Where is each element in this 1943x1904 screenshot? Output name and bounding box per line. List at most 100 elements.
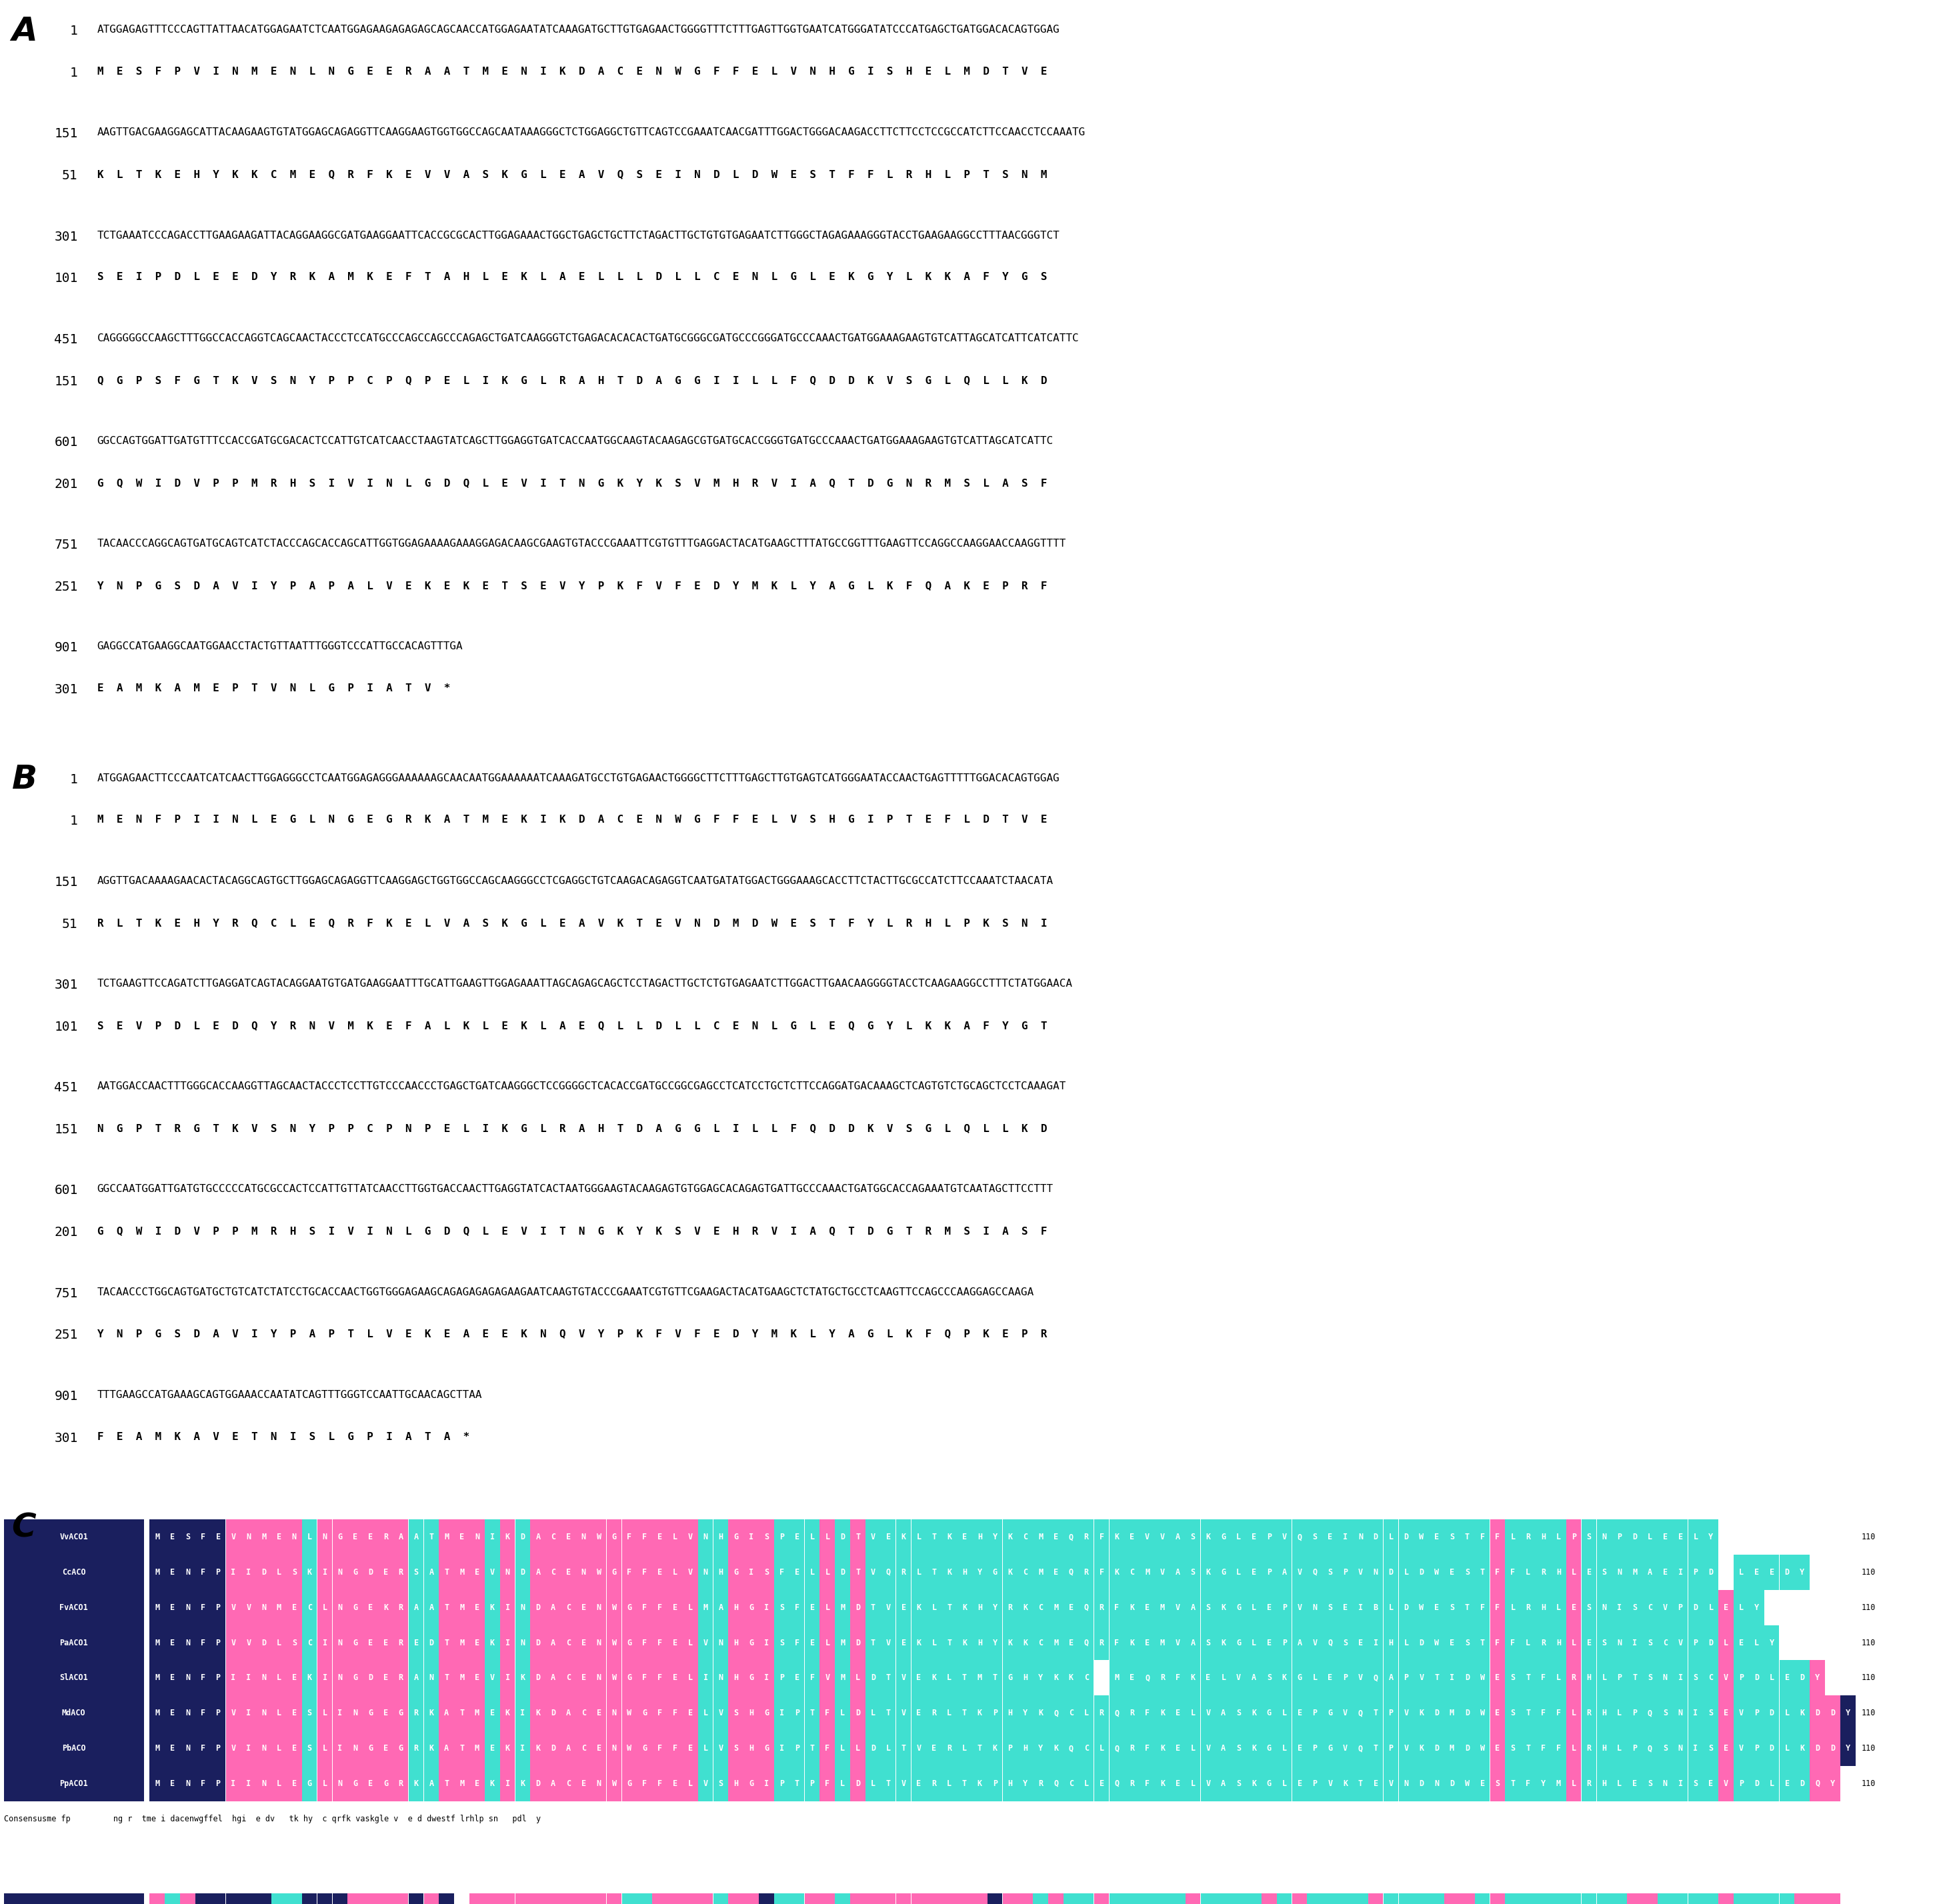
- Text: G: G: [367, 1744, 373, 1754]
- Text: 1: 1: [70, 773, 78, 786]
- Text: 110: 110: [1861, 1674, 1875, 1683]
- Text: F: F: [643, 1567, 647, 1577]
- Text: V: V: [1343, 1744, 1348, 1754]
- Text: E: E: [1251, 1567, 1257, 1577]
- Text: L: L: [826, 1603, 830, 1613]
- Bar: [1109, 1660, 1125, 1695]
- Text: H: H: [719, 1567, 723, 1577]
- Bar: [1475, 1590, 1490, 1624]
- Text: I: I: [247, 1708, 251, 1717]
- Text: K: K: [505, 1533, 509, 1542]
- Text: V: V: [1282, 1533, 1286, 1542]
- Bar: [1657, 1731, 1673, 1765]
- Bar: [1597, 1731, 1611, 1765]
- Text: M: M: [703, 1603, 707, 1613]
- Bar: [1642, 1695, 1657, 1731]
- Bar: [1383, 1695, 1399, 1731]
- Bar: [773, 1624, 789, 1660]
- Text: E: E: [1770, 1567, 1774, 1577]
- Text: D: D: [1434, 1744, 1440, 1754]
- Text: T: T: [1358, 1778, 1362, 1788]
- Text: V: V: [247, 1603, 251, 1613]
- Text: E: E: [1587, 1567, 1591, 1577]
- Bar: [562, 1695, 575, 1731]
- Text: P: P: [1312, 1778, 1317, 1788]
- Bar: [820, 1893, 835, 1904]
- Bar: [1597, 1554, 1611, 1590]
- Bar: [804, 1590, 820, 1624]
- Text: L: L: [839, 1744, 845, 1754]
- Bar: [713, 1765, 729, 1801]
- Text: V: V: [688, 1567, 694, 1577]
- Text: F: F: [826, 1778, 830, 1788]
- Bar: [760, 1695, 773, 1731]
- Text: 110: 110: [1861, 1708, 1875, 1717]
- Bar: [653, 1695, 666, 1731]
- Bar: [1094, 1893, 1109, 1904]
- Bar: [288, 1590, 301, 1624]
- Text: R: R: [1525, 1603, 1531, 1613]
- Text: F: F: [657, 1708, 663, 1717]
- Text: T: T: [1525, 1744, 1531, 1754]
- Bar: [835, 1731, 851, 1765]
- Bar: [181, 1660, 194, 1695]
- Bar: [1657, 1554, 1673, 1590]
- Text: E: E: [1053, 1567, 1059, 1577]
- Bar: [1733, 1893, 1749, 1904]
- Text: I: I: [779, 1708, 785, 1717]
- Bar: [668, 1554, 682, 1590]
- Bar: [1323, 1624, 1337, 1660]
- Text: F: F: [200, 1744, 206, 1754]
- Bar: [1626, 1765, 1642, 1801]
- Text: M: M: [839, 1637, 845, 1647]
- Text: E: E: [886, 1533, 890, 1542]
- Bar: [622, 1590, 637, 1624]
- Text: R: R: [902, 1567, 905, 1577]
- Bar: [1840, 1695, 1856, 1731]
- Bar: [987, 1893, 1003, 1904]
- Bar: [1582, 1624, 1597, 1660]
- Bar: [1795, 1695, 1809, 1731]
- Bar: [682, 1765, 698, 1801]
- Text: D: D: [552, 1708, 556, 1717]
- Bar: [1809, 1660, 1824, 1695]
- Bar: [1261, 1893, 1277, 1904]
- Bar: [896, 1519, 911, 1554]
- Text: C: C: [581, 1744, 587, 1754]
- Text: F  E  A  M  K  A  V  E  T  N  I  S  L  G  P  I  A  T  A  *: F E A M K A V E T N I S L G P I A T A *: [97, 1432, 470, 1441]
- Text: G: G: [764, 1708, 769, 1717]
- Text: L: L: [1525, 1567, 1531, 1577]
- Bar: [150, 1554, 165, 1590]
- Text: Q: Q: [1327, 1637, 1333, 1647]
- Text: T: T: [810, 1744, 814, 1754]
- Bar: [1780, 1660, 1795, 1695]
- Text: CAGGGGGCCAAGCTTTGGCCACCAGGTCAGCAACTACCCTCCATGCCCAGCCAGCCCAGAGCTGATCAAGGGTCTGAGAC: CAGGGGGCCAAGCTTTGGCCACCAGGTCAGCAACTACCCT…: [97, 333, 1078, 343]
- Bar: [927, 1554, 942, 1590]
- Text: E: E: [1679, 1533, 1683, 1542]
- Text: L: L: [917, 1567, 921, 1577]
- Text: T: T: [870, 1637, 876, 1647]
- Bar: [348, 1765, 363, 1801]
- Bar: [196, 1695, 210, 1731]
- Bar: [760, 1765, 773, 1801]
- Text: B: B: [1374, 1603, 1378, 1613]
- Bar: [1764, 1765, 1780, 1801]
- Text: H: H: [734, 1603, 738, 1613]
- Text: 601: 601: [54, 1184, 78, 1198]
- Bar: [455, 1590, 470, 1624]
- Text: D: D: [1708, 1567, 1714, 1577]
- Text: V: V: [1405, 1708, 1409, 1717]
- Text: K: K: [1251, 1708, 1257, 1717]
- Text: I: I: [231, 1674, 235, 1683]
- Bar: [1566, 1590, 1582, 1624]
- Bar: [1352, 1660, 1368, 1695]
- Bar: [942, 1624, 956, 1660]
- Text: V: V: [490, 1674, 495, 1683]
- Bar: [455, 1695, 470, 1731]
- Bar: [392, 1731, 408, 1765]
- Text: G: G: [643, 1744, 647, 1754]
- Bar: [1245, 1893, 1261, 1904]
- Bar: [1308, 1660, 1323, 1695]
- Text: G: G: [748, 1637, 754, 1647]
- Text: V: V: [231, 1603, 235, 1613]
